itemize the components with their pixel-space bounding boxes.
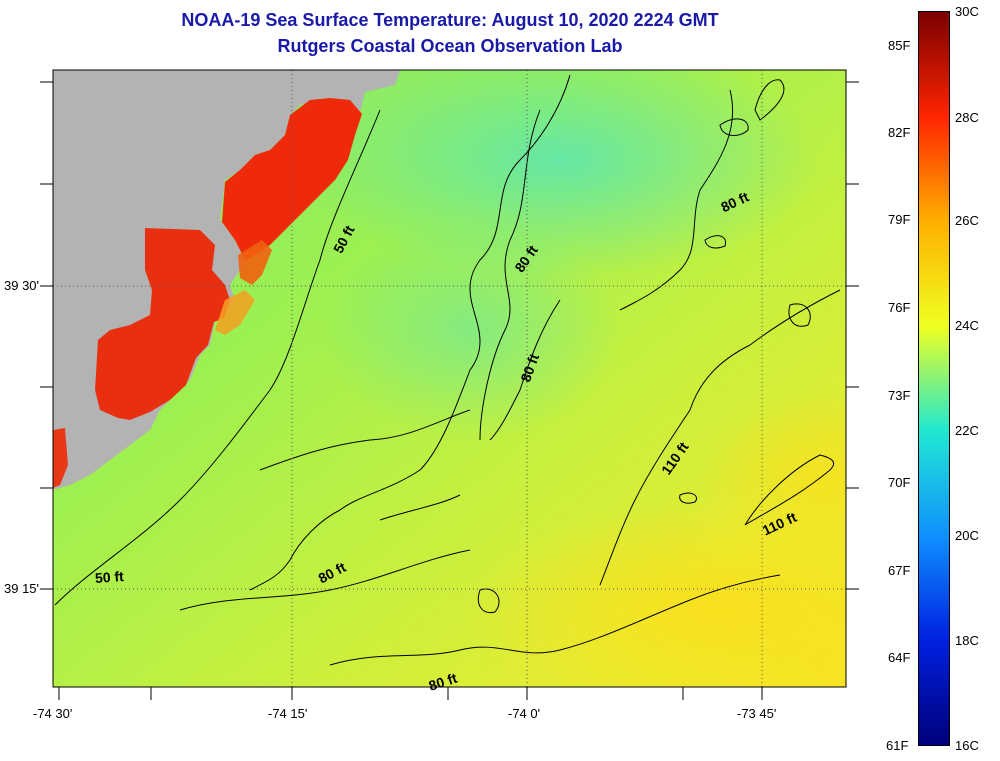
lon-label: -74 0': [508, 706, 541, 721]
lat-label: 39 30': [4, 278, 40, 293]
celsius-label: 30C: [955, 4, 979, 19]
celsius-label: 20C: [955, 528, 979, 543]
celsius-label: 28C: [955, 110, 979, 125]
celsius-label: 24C: [955, 318, 979, 333]
fahrenheit-label: 67F: [888, 563, 911, 578]
map-frame: [52, 69, 847, 688]
celsius-label: 26C: [955, 213, 979, 228]
fahrenheit-label: 70F: [888, 475, 911, 490]
depth-contours: [54, 74, 841, 666]
warm-coastal-water: [215, 290, 255, 335]
axis-ticks: [40, 81, 859, 700]
map-subtitle: Rutgers Coastal Ocean Observation Lab: [277, 36, 623, 56]
grid-lines: [53, 70, 846, 687]
warm-coastal-water: [53, 428, 68, 488]
lon-label: -74 30': [33, 706, 73, 721]
temperature-colorbar: [918, 11, 950, 746]
warm-water-patch-2: [700, 390, 846, 570]
fahrenheit-label: 73F: [888, 388, 911, 403]
lon-label: -73 45': [737, 706, 777, 721]
warm-coastal-water: [238, 240, 272, 285]
warm-coastal-water: [95, 228, 230, 420]
celsius-label: 22C: [955, 423, 979, 438]
fahrenheit-label: 79F: [888, 212, 911, 227]
fahrenheit-label: 82F: [888, 125, 911, 140]
celsius-label: 16C: [955, 738, 979, 753]
lat-label: 39 15': [4, 581, 40, 596]
fahrenheit-label: 64F: [888, 650, 911, 665]
fahrenheit-label: 85F: [888, 38, 911, 53]
cool-water-patch-2: [320, 220, 620, 440]
fahrenheit-label: 76F: [888, 300, 911, 315]
contour-label: 50 ft: [94, 568, 124, 586]
celsius-label: 18C: [955, 633, 979, 648]
map-title: NOAA-19 Sea Surface Temperature: August …: [181, 10, 719, 30]
fahrenheit-label: 61F: [886, 738, 909, 753]
lon-label: -74 15': [268, 706, 308, 721]
